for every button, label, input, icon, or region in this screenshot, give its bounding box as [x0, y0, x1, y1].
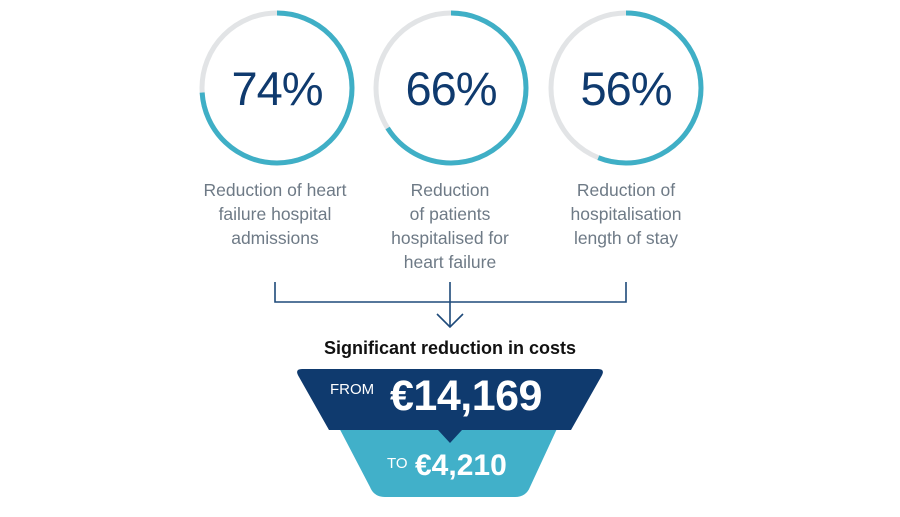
progress-ring-icon — [548, 10, 704, 166]
stat-ring-admissions: 74% — [199, 10, 355, 166]
headline: Significant reduction in costs — [323, 338, 577, 358]
stat-percent: 74% — [231, 61, 323, 115]
progress-ring-icon — [199, 10, 355, 166]
cost-from-label: FROM — [330, 381, 375, 398]
progress-ring-icon — [373, 10, 529, 166]
stat-ring-length-of-stay: 56% — [548, 10, 704, 166]
stat-caption: Reduction of hospitalisation length of s… — [570, 180, 682, 248]
stat-caption: Reduction of heart failure hospital admi… — [203, 180, 347, 248]
cost-to-label: TO — [387, 455, 408, 472]
stat-caption: Reduction of patients hospitalised for h… — [391, 180, 509, 272]
stat-ring-patients: 66% — [373, 10, 529, 166]
cost-to-value: €4,210 — [415, 449, 507, 482]
cost-from-value: €14,169 — [390, 372, 542, 420]
stat-percent: 66% — [405, 61, 497, 115]
stat-percent: 56% — [580, 61, 672, 115]
